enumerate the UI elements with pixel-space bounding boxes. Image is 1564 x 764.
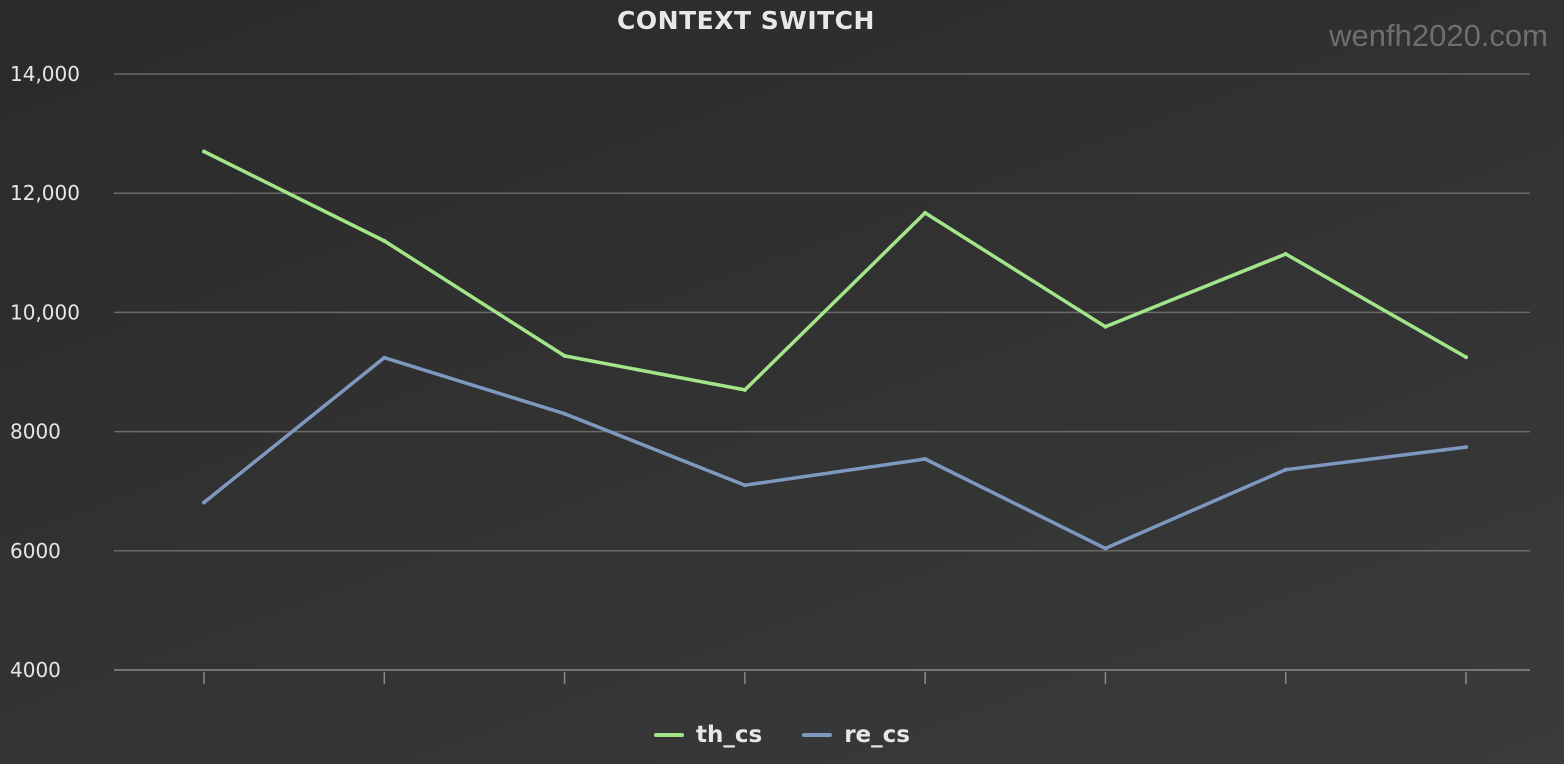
data-point-re-cs [562,411,567,416]
data-point-re-cs [1464,445,1468,450]
chart-title: CONTEXT SWITCH [617,6,875,35]
y-tick-label: 14,000 [10,62,80,86]
y-tick-label: 8000 [10,420,61,444]
data-point-th-cs [1283,251,1288,256]
legend: th_cs re_cs [0,722,1564,748]
y-tick-label: 10,000 [10,300,80,324]
legend-item-th-cs[interactable]: th_cs [654,722,762,748]
data-point-th-cs [202,149,206,154]
data-point-th-cs [1103,324,1108,329]
data-point-th-cs [382,238,387,243]
legend-swatch-re-cs [802,733,833,737]
y-tick-label: 4000 [10,658,61,682]
legend-label-th-cs: th_cs [696,722,763,748]
data-point-re-cs [923,457,928,462]
data-point-re-cs [382,355,387,360]
y-tick-label: 6000 [10,539,61,563]
data-point-th-cs [923,210,928,215]
watermark: wenfh2020.com [1329,18,1548,53]
data-point-th-cs [562,353,567,358]
y-tick-label: 12,000 [10,181,80,205]
data-point-re-cs [202,500,206,505]
data-point-re-cs [742,483,747,488]
data-point-th-cs [742,387,747,392]
data-point-re-cs [1283,467,1288,472]
data-point-re-cs [1103,546,1108,551]
legend-item-re-cs[interactable]: re_cs [802,722,910,748]
legend-swatch-th-cs [654,733,685,737]
data-point-th-cs [1464,355,1468,360]
series-line-re-cs [202,355,1468,551]
series-line-th-cs [202,149,1468,392]
legend-label-re-cs: re_cs [844,722,910,748]
